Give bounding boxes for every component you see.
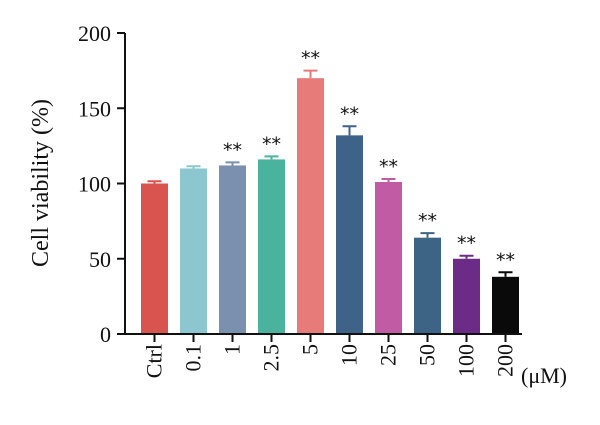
bar xyxy=(141,183,168,334)
x-tick-label: 5 xyxy=(298,344,323,355)
bar xyxy=(180,168,207,334)
y-tick-label: 200 xyxy=(78,21,111,46)
x-tick-label: 10 xyxy=(337,344,362,366)
x-tick-label: 25 xyxy=(376,344,401,366)
bar-series: ** ** ** ** ** ** ** ** xyxy=(141,48,519,335)
y-axis: 0 50 100 150 200 xyxy=(78,21,125,347)
significance-marker: ** xyxy=(223,139,242,161)
error-bar xyxy=(420,232,435,238)
error-bar xyxy=(342,125,357,136)
significance-marker: ** xyxy=(340,103,359,125)
error-bar xyxy=(186,165,201,169)
significance-marker: ** xyxy=(457,233,476,255)
error-bar xyxy=(498,271,513,277)
x-tick-label: 50 xyxy=(415,344,440,366)
x-tick-label: Ctrl xyxy=(142,344,167,378)
y-tick-label: 150 xyxy=(78,96,111,121)
error-bar xyxy=(225,161,240,166)
x-tick-label: 1 xyxy=(220,344,245,355)
bar xyxy=(453,258,480,334)
x-tick-label: 0.1 xyxy=(181,344,206,372)
bar xyxy=(336,135,363,334)
x-axis-unit-label: (μM) xyxy=(521,363,567,388)
x-tick-label: 100 xyxy=(454,344,479,377)
bar xyxy=(297,78,324,335)
error-bar xyxy=(264,155,279,160)
x-tick-label: 2.5 xyxy=(259,344,284,372)
error-bar xyxy=(147,180,162,184)
bar xyxy=(258,159,285,334)
error-bar xyxy=(303,69,318,79)
x-axis: Ctrl 0.1 1 2.5 5 10 25 50 100 200 xyxy=(142,334,518,378)
bar xyxy=(219,165,246,334)
bar xyxy=(414,237,441,334)
significance-marker: ** xyxy=(379,156,398,178)
significance-marker: ** xyxy=(262,133,281,155)
bar xyxy=(492,276,519,334)
y-tick-label: 0 xyxy=(100,322,111,347)
y-axis-label: Cell viability (%) xyxy=(28,99,54,267)
x-tick-label: 200 xyxy=(493,344,518,377)
error-bar xyxy=(381,177,396,182)
y-tick-label: 100 xyxy=(78,172,111,197)
significance-marker: ** xyxy=(496,249,515,271)
bar xyxy=(375,181,402,334)
significance-marker: ** xyxy=(301,48,320,70)
error-bar xyxy=(459,254,474,259)
y-tick-label: 50 xyxy=(89,247,111,272)
significance-marker: ** xyxy=(418,210,437,232)
